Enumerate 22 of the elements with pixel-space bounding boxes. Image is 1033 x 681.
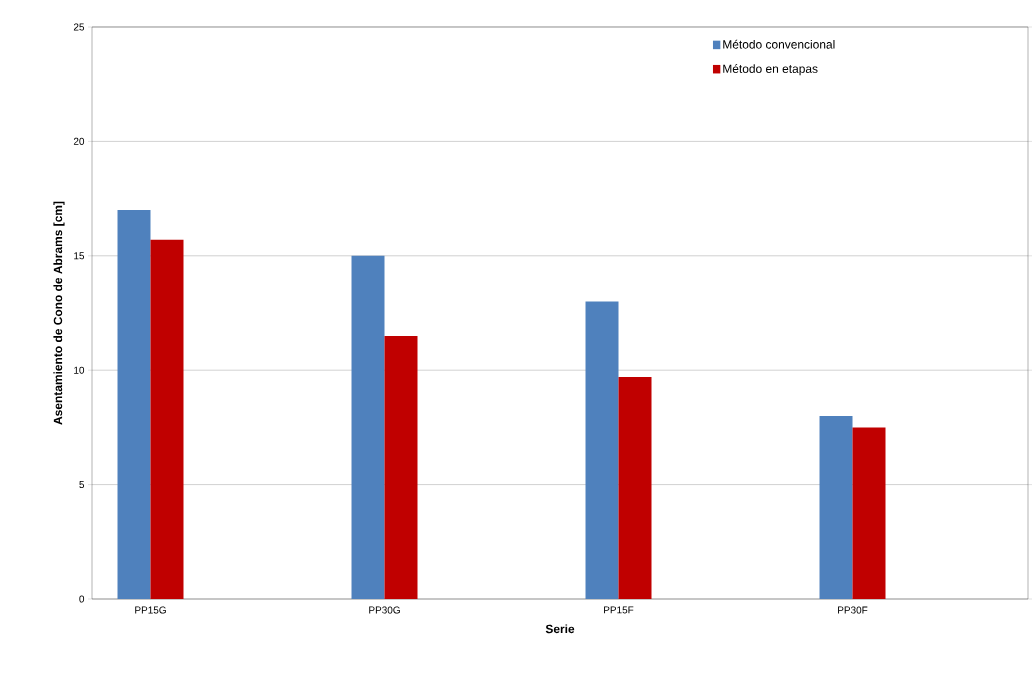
y-tick-label: 25 xyxy=(73,23,85,31)
x-tick-label: PP15G xyxy=(135,606,166,614)
legend-label: Método en etapas xyxy=(723,64,818,76)
x-axis-title: Serie xyxy=(545,624,575,634)
bar xyxy=(618,377,652,599)
bar xyxy=(585,301,619,599)
x-tick-label: PP30G xyxy=(369,606,400,614)
bar xyxy=(117,210,151,599)
bar xyxy=(384,335,418,599)
bar xyxy=(819,415,853,599)
bar xyxy=(150,239,184,599)
y-tick-label: 15 xyxy=(74,252,85,260)
y-tick-label: 5 xyxy=(79,481,85,489)
legend-label: Método convencional xyxy=(723,39,835,49)
x-tick-label: PP30F xyxy=(838,606,868,614)
y-tick-label: 0 xyxy=(79,595,85,603)
y-tick-label: 10 xyxy=(74,366,85,374)
y-axis-title: Asentamiento de Cono de Abrams [cm] xyxy=(53,201,65,425)
bar xyxy=(351,255,385,599)
x-tick-label: PP15F xyxy=(604,606,634,614)
y-tick-label: 20 xyxy=(73,137,85,145)
bar xyxy=(852,427,886,599)
